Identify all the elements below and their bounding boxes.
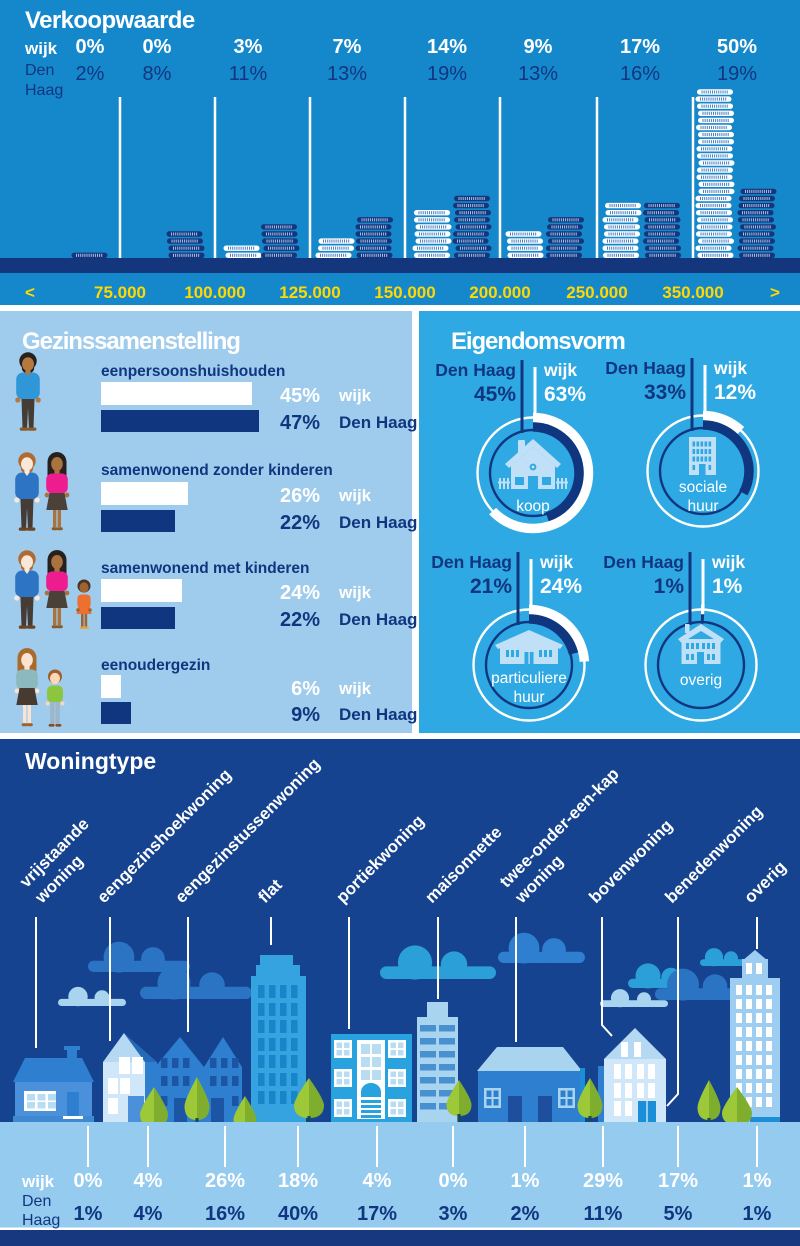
svg-text:overig: overig: [740, 857, 790, 907]
svg-text:portiekwoning: portiekwoning: [332, 811, 428, 907]
svg-text:maisonnette: maisonnette: [421, 823, 505, 907]
svg-text:eengezinshoekwoning: eengezinshoekwoning: [93, 765, 235, 907]
svg-text:eengezinstussenwoning: eengezinstussenwoning: [171, 754, 323, 906]
svg-text:flat: flat: [254, 875, 286, 907]
